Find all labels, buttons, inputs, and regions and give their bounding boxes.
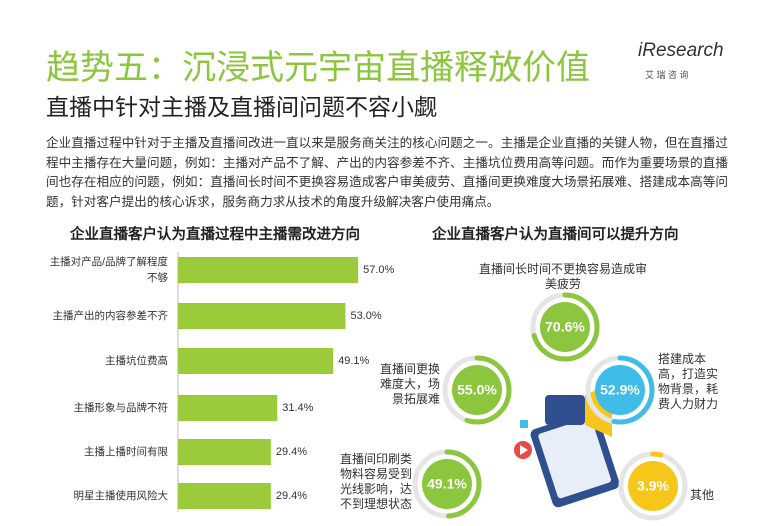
bar [178, 303, 346, 329]
ring-arc [585, 355, 655, 425]
ring-fill [628, 461, 678, 511]
subtitle: 直播中针对主播及直播间问题不容小觑 [46, 94, 437, 120]
logo: iResearch [638, 40, 724, 61]
category-label: 主播产出的内容参差不齐 [52, 310, 169, 322]
category-label: 明星主播使用风险大 [73, 490, 169, 502]
logo-sub: 艾 瑞 咨 询 [645, 70, 689, 80]
ring-label: 直播间长时间不更换容易造成审美疲劳 [478, 262, 647, 291]
value-label: 31.4% [282, 402, 313, 414]
value-label: 49.1% [338, 355, 369, 367]
value-label: 49.1% [427, 476, 467, 492]
value-label: 29.4% [276, 490, 307, 502]
value-label: 29.4% [276, 446, 307, 458]
ring-fill [540, 302, 590, 352]
ring-arc [530, 292, 600, 362]
ring-arc [618, 451, 688, 521]
ring-label: 直播间更换难度大，场景拓展难 [379, 362, 440, 406]
ring-fill [452, 365, 502, 415]
value-label: 53.0% [350, 310, 381, 322]
bar [178, 395, 278, 421]
category-label: 主播上播时间有限 [84, 446, 168, 458]
bar [178, 439, 271, 465]
ring-fill [422, 459, 472, 509]
value-label: 55.0% [457, 382, 497, 398]
category-label: 主播对产品/品牌了解程度不够 [49, 256, 168, 284]
bar [178, 483, 271, 509]
category-label: 主播坑位费高 [105, 355, 168, 367]
chart-title: 企业直播客户认为直播间可以提升方向 [432, 227, 679, 243]
bar [178, 257, 359, 283]
title: 趋势五：沉浸式元宇宙直播释放价值 [46, 49, 590, 87]
category-label: 主播形象与品牌不符 [73, 402, 169, 414]
ring-label: 其他 [690, 488, 715, 502]
value-label: 52.9% [600, 382, 640, 398]
ring-label: 直播间印刷类物料容易受到光线影响，达不到理想状态 [339, 452, 412, 511]
ring-label: 搭建成本高，打造实物背景，耗费人力财力 [658, 352, 719, 411]
value-label: 70.6% [545, 319, 585, 335]
body-text: 企业直播过程中针对于主播及直播间改进一直以来是服务商关注的核心问题之一。主播是企… [46, 136, 728, 209]
ring-arc [442, 355, 512, 425]
ring-fill [595, 365, 645, 415]
chart-title: 企业直播客户认为直播过程中主播需改进方向 [70, 227, 360, 243]
bar [178, 348, 334, 374]
illustration [514, 383, 620, 508]
value-label: 57.0% [363, 264, 394, 276]
ring-arc [412, 449, 482, 519]
value-label: 3.9% [637, 478, 669, 494]
